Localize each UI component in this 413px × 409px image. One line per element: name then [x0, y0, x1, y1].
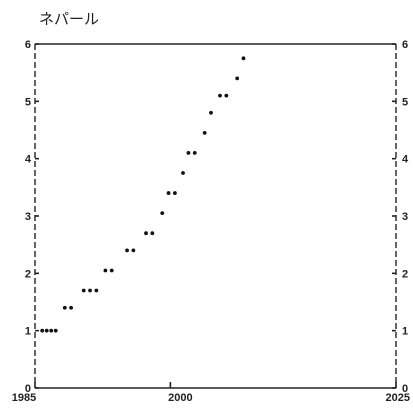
y-tick-label-left: 1: [25, 326, 31, 338]
data-point: [192, 151, 197, 155]
data-point: [150, 231, 155, 236]
data-point: [53, 328, 58, 333]
data-point: [235, 76, 240, 81]
y-tick-label-right: 5: [402, 96, 408, 108]
data-point: [109, 268, 114, 273]
axes: 0 0 1 1 2 2 3 3 4 4 5 5 6 6 1985 2000 2025: [12, 39, 410, 404]
data-point: [160, 211, 165, 216]
y-tick-label-right: 6: [402, 39, 408, 51]
data-point: [166, 191, 171, 195]
y-tick-label-right: 2: [402, 268, 408, 280]
data-point: [81, 288, 86, 293]
data-point: [241, 56, 246, 61]
y-tick-label-right: 3: [402, 211, 408, 223]
data-point: [69, 305, 73, 310]
data-point: [186, 151, 191, 155]
data-point: [131, 248, 136, 253]
data-point: [172, 191, 177, 195]
y-tick-label-left: 3: [25, 211, 31, 223]
y-tick-label-left: 6: [25, 39, 31, 51]
y-tick-label-left: 0: [25, 383, 31, 395]
data-point: [218, 93, 222, 98]
data-point: [202, 130, 207, 135]
data-point: [103, 268, 108, 273]
y-tick-label-right: 1: [402, 326, 408, 338]
data-point: [181, 171, 185, 175]
data-point: [49, 328, 54, 333]
data-point: [209, 110, 213, 115]
y-tick-label-left: 2: [25, 268, 31, 280]
data-point: [144, 231, 148, 236]
chart-title: ネパール: [39, 10, 99, 28]
data-point: [88, 288, 92, 293]
data-point: [44, 328, 49, 333]
y-tick-label-right: 0: [402, 383, 408, 395]
data-point: [224, 93, 229, 98]
data-point: [40, 328, 45, 333]
x-tick-label: 1985: [12, 392, 36, 404]
y-tick-label-left: 4: [25, 154, 32, 166]
y-tick-label-left: 5: [25, 96, 31, 108]
x-tick-label: 2000: [168, 392, 192, 404]
data-point: [62, 305, 67, 310]
data-points: [40, 56, 246, 333]
y-tick-label-right: 4: [402, 154, 409, 166]
x-tick-label: 2025: [386, 392, 410, 404]
data-point: [94, 288, 99, 293]
data-point: [125, 248, 129, 253]
